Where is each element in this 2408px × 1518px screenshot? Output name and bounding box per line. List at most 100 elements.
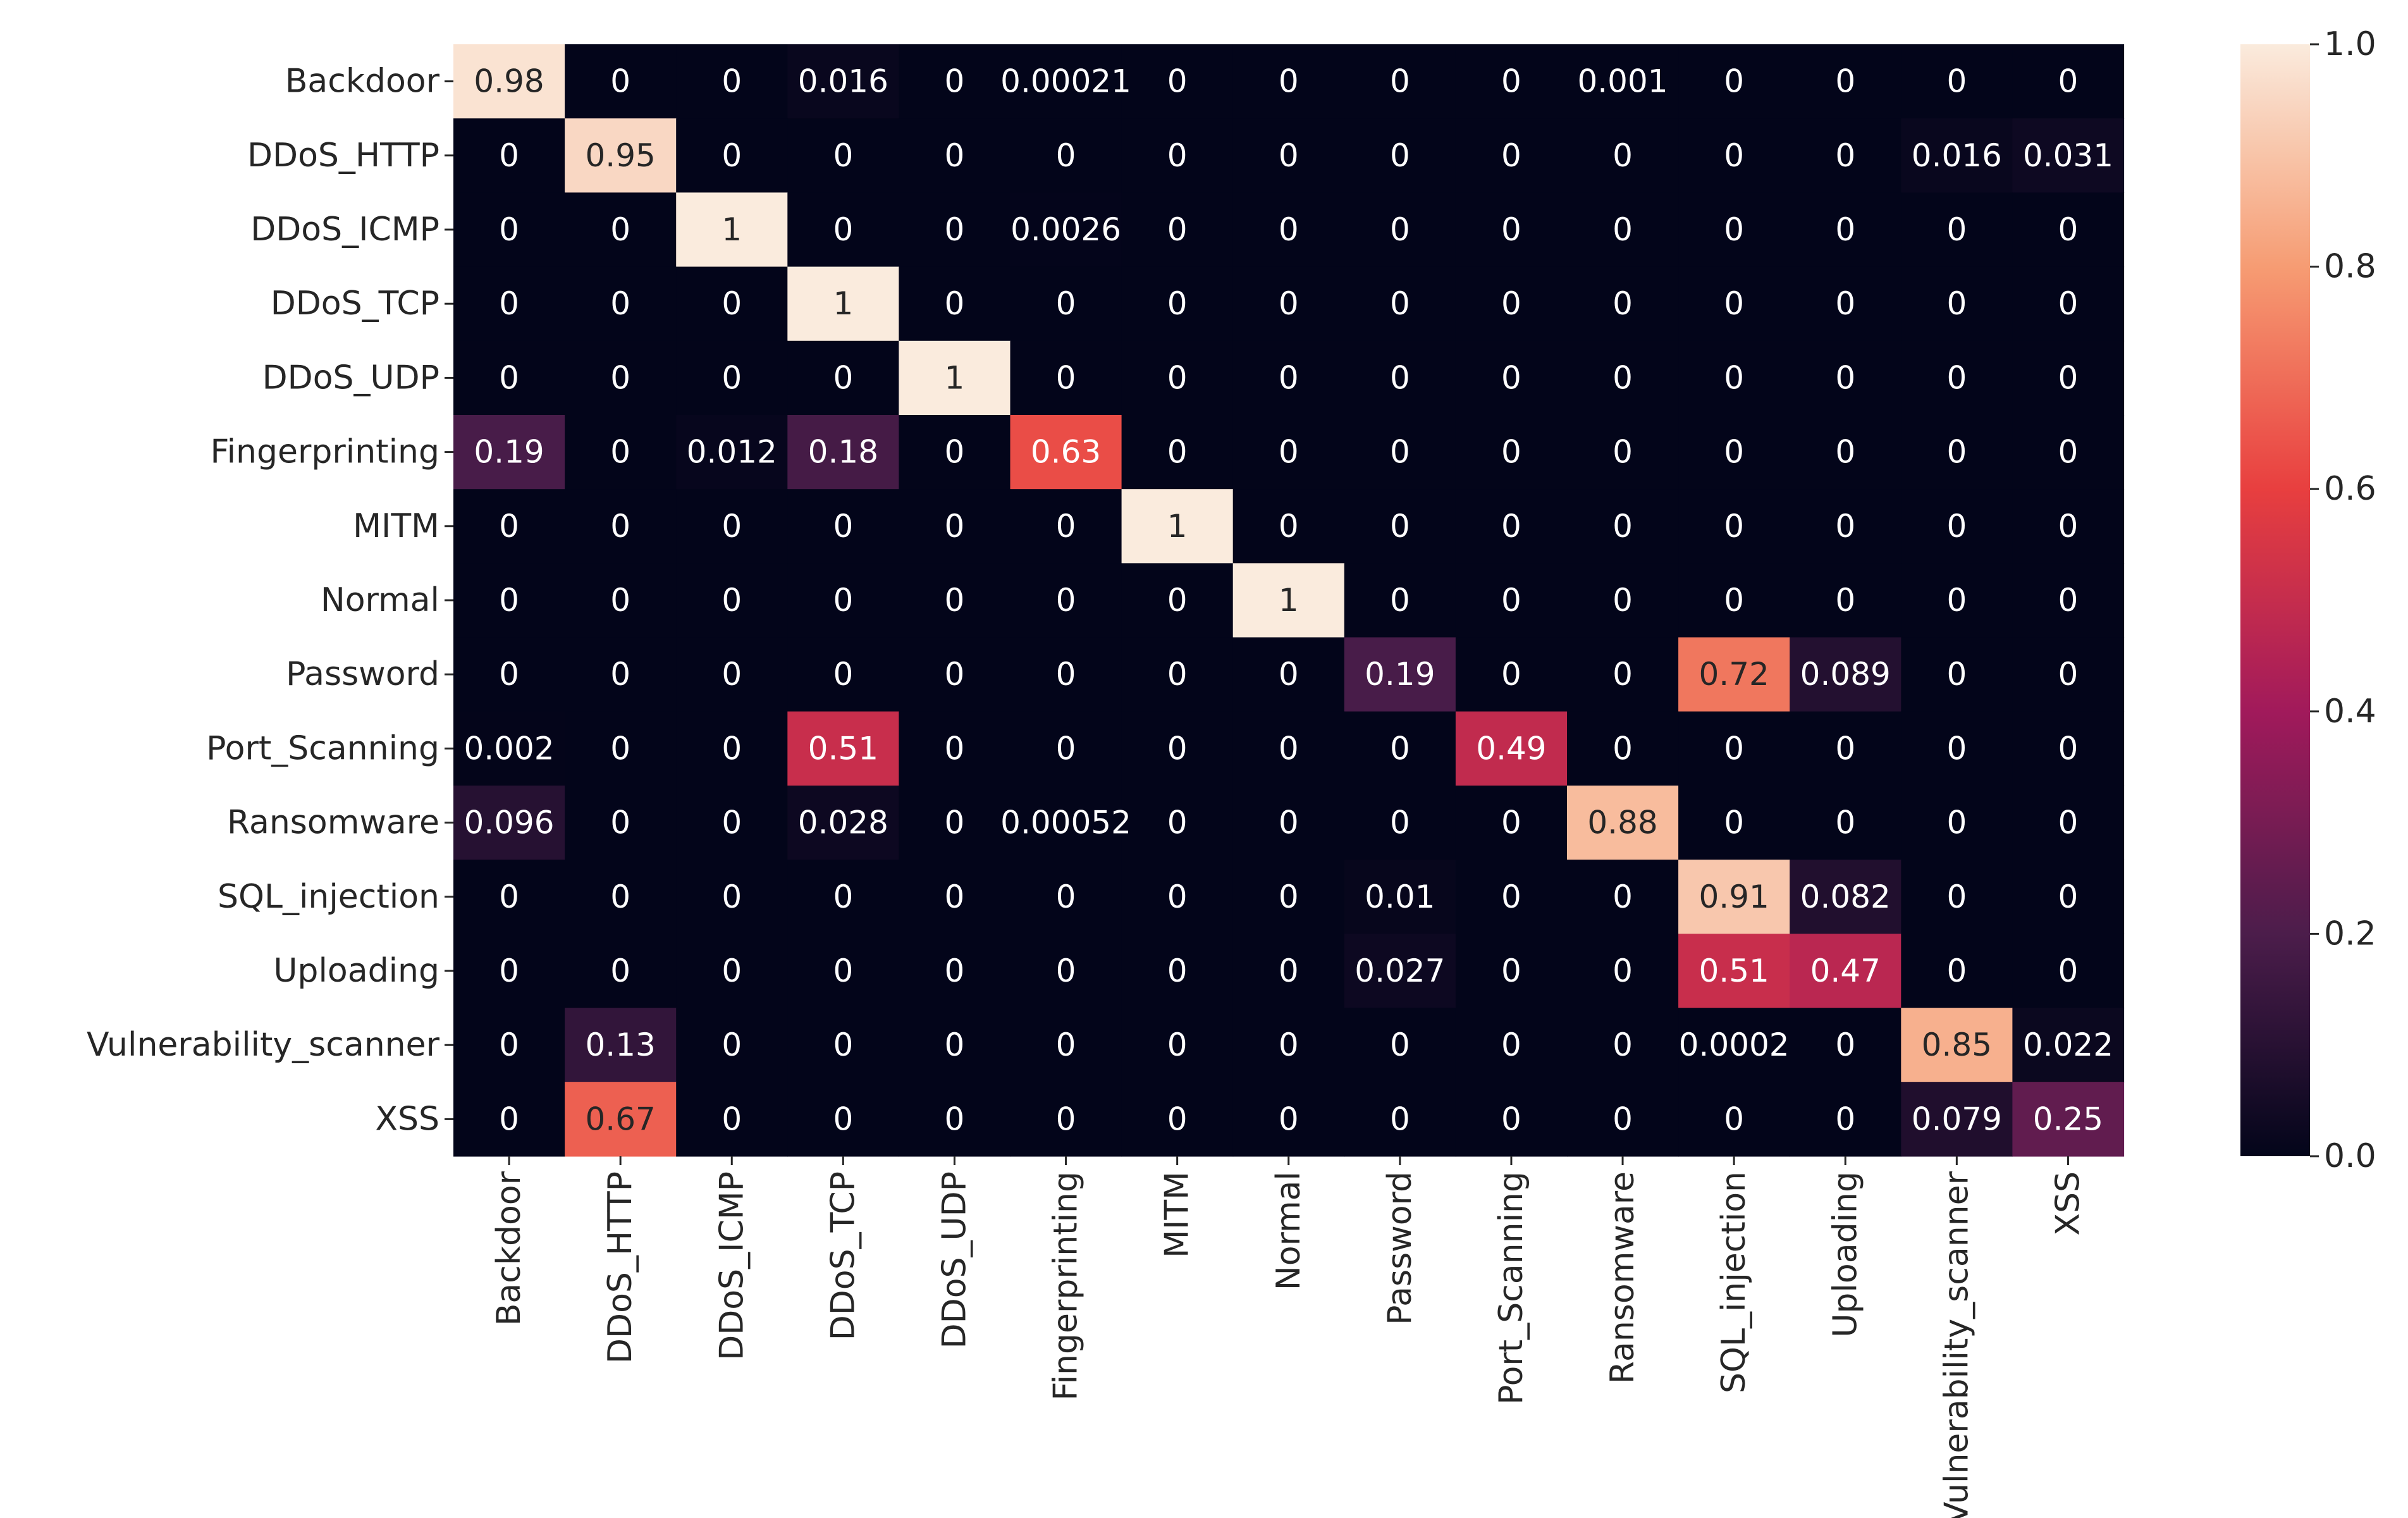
cell-value-label: 0 — [610, 730, 630, 767]
x-tick-label: DDoS_UDP — [935, 1171, 973, 1348]
cell-value-label: 0 — [1167, 1101, 1188, 1137]
cell-value-label: 0 — [1946, 730, 1967, 767]
heatmap-cell — [1790, 44, 1901, 119]
cell-value-label: 0 — [1056, 656, 1076, 693]
heatmap-cell — [899, 711, 1011, 786]
cell-value-label: 0 — [833, 582, 853, 619]
cell-value-label: 0.012 — [687, 434, 777, 471]
heatmap-cell — [899, 266, 1011, 342]
heatmap-cell — [1678, 266, 1790, 342]
x-tick-label: MITM — [1158, 1171, 1196, 1258]
cell-value-label: 0 — [499, 137, 519, 174]
heatmap-cell — [1790, 563, 1901, 638]
heatmap-cell — [1344, 44, 1456, 119]
heatmap-cell — [1901, 192, 2013, 268]
cell-value-label: 0 — [722, 805, 742, 841]
heatmap-cell — [1232, 192, 1345, 268]
heatmap-cell — [1232, 860, 1345, 934]
heatmap-cell — [2012, 44, 2125, 119]
x-tick-label: Ransomware — [1604, 1171, 1642, 1384]
heatmap-cell — [1121, 44, 1234, 119]
heatmap-cell — [453, 1008, 565, 1083]
heatmap-cell — [1344, 934, 1456, 1009]
heatmap-cell — [453, 637, 565, 712]
heatmap-cell — [1678, 711, 1790, 786]
cell-value-label: 0.0026 — [1010, 211, 1121, 248]
heatmap-cell — [2012, 860, 2125, 934]
heatmap-cell — [1344, 118, 1456, 193]
heatmap-cell — [1232, 489, 1345, 564]
cell-value-label: 0 — [945, 1101, 965, 1137]
heatmap-cell — [1455, 711, 1568, 786]
cell-value-label: 0 — [1056, 1101, 1076, 1137]
cell-value-label: 0 — [2058, 359, 2079, 396]
cell-value-label: 0 — [2058, 953, 2079, 989]
cell-value-label: 0 — [1835, 1027, 1855, 1063]
cell-value-label: 0 — [1279, 508, 1299, 545]
cell-value-label: 0 — [1390, 1027, 1410, 1063]
heatmap-cell — [1567, 1082, 1679, 1157]
cell-value-label: 0 — [1167, 137, 1188, 174]
heatmap-cell — [1678, 44, 1790, 119]
heatmap-cell — [1790, 1008, 1901, 1083]
cell-value-label: 0 — [1167, 63, 1188, 100]
cell-value-label: 0 — [610, 359, 630, 396]
heatmap-cell — [1010, 563, 1122, 638]
x-tick-label: Normal — [1270, 1171, 1308, 1290]
colorbar: 0.0 0.2 0.4 0.6 0.8 1.0 — [2240, 25, 2376, 1175]
cell-value-label: 0 — [722, 730, 742, 767]
heatmap-cell — [1455, 266, 1568, 342]
heatmap-cell — [1232, 415, 1345, 490]
cell-value-label: 0 — [945, 137, 965, 174]
heatmap-cell — [2012, 489, 2125, 564]
heatmap-cell — [899, 1082, 1011, 1157]
cell-value-label: 0 — [1167, 879, 1188, 915]
cell-value-label: 0 — [1612, 137, 1633, 174]
cell-value-label: 0 — [1279, 434, 1299, 471]
x-tick-label: XSS — [2049, 1171, 2087, 1236]
cell-value-label: 0 — [1390, 582, 1410, 619]
heatmap-cell — [676, 860, 788, 934]
cell-value-label: 0 — [2058, 582, 2079, 619]
heatmap-cell — [565, 192, 677, 268]
cell-value-label: 0 — [1946, 805, 1967, 841]
cell-value-label: 1 — [1279, 582, 1299, 619]
heatmap-cell — [899, 489, 1011, 564]
heatmap-cell — [1232, 637, 1345, 712]
cell-value-label: 0 — [1167, 730, 1188, 767]
heatmap-cell — [1010, 266, 1122, 342]
heatmap-cell — [1121, 1082, 1234, 1157]
cell-value-label: 0 — [1279, 1027, 1299, 1063]
cell-value-label: 0.016 — [798, 63, 888, 100]
cell-value-label: 0 — [610, 953, 630, 989]
cell-value-label: 0 — [1835, 137, 1855, 174]
y-tick-label: SQL_injection — [218, 878, 439, 916]
heatmap-cell — [2012, 118, 2125, 193]
cell-value-label: 0 — [1501, 434, 1521, 471]
heatmap-cell — [565, 860, 677, 934]
cell-value-label: 0 — [2058, 211, 2079, 248]
heatmap-cell — [899, 563, 1011, 638]
heatmap-cell — [1344, 1008, 1456, 1083]
cell-value-label: 0 — [499, 879, 519, 915]
heatmap-cell — [1121, 711, 1234, 786]
heatmap-cell — [1455, 340, 1568, 416]
heatmap-cell — [676, 489, 788, 564]
y-tick-label: DDoS_TCP — [271, 285, 439, 323]
y-tick-label: Password — [286, 655, 439, 693]
y-tick-label: Normal — [321, 581, 439, 619]
heatmap-cell — [787, 934, 899, 1009]
cell-value-label: 0 — [833, 211, 853, 248]
heatmap-cell — [1121, 415, 1234, 490]
x-tick-label: DDoS_ICMP — [713, 1171, 751, 1361]
cell-value-label: 0.91 — [1698, 879, 1769, 915]
cell-value-label: 0 — [1835, 434, 1855, 471]
cell-value-label: 0.027 — [1354, 953, 1445, 989]
heatmap-cell — [565, 489, 677, 564]
heatmap-cell — [1455, 934, 1568, 1009]
cell-value-label: 0 — [1056, 582, 1076, 619]
cell-value-label: 0 — [1724, 582, 1744, 619]
heatmap-cell — [1901, 340, 2013, 416]
heatmap-cell — [1121, 934, 1234, 1009]
cell-value-label: 0 — [1390, 211, 1410, 248]
